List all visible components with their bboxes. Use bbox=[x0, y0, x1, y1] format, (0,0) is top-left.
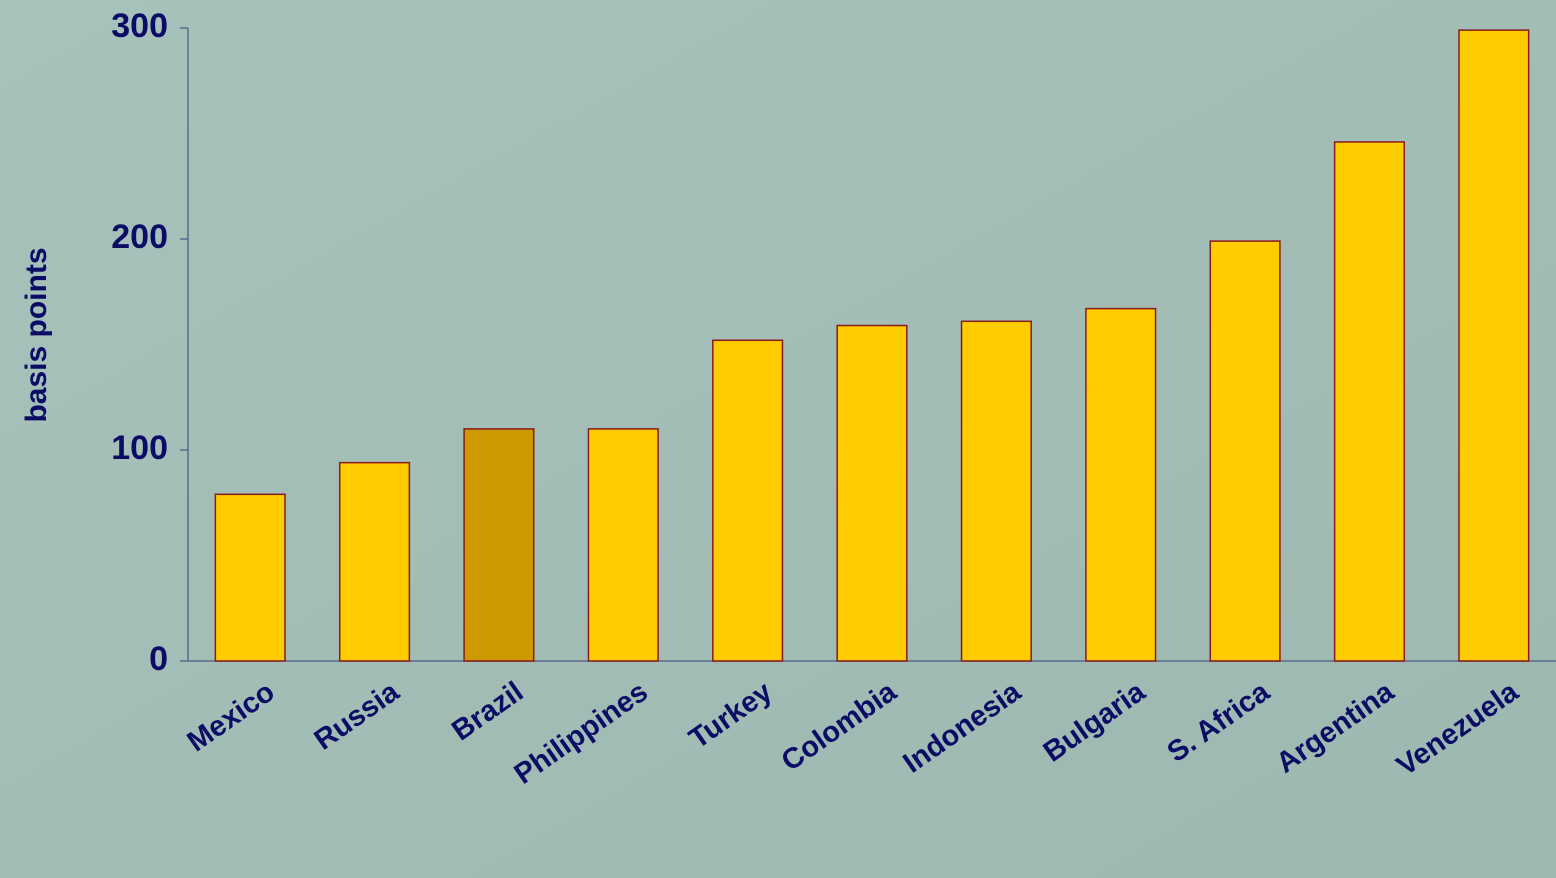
bar bbox=[836, 324, 908, 662]
bar bbox=[587, 428, 659, 662]
bar bbox=[1333, 141, 1406, 662]
bar bbox=[960, 320, 1032, 662]
y-tick-label: 100 bbox=[111, 429, 168, 467]
bar bbox=[712, 339, 784, 662]
y-tick-label: 300 bbox=[111, 7, 168, 45]
y-axis-label: basis points bbox=[20, 247, 53, 422]
bar bbox=[463, 428, 535, 662]
y-tick-label: 0 bbox=[149, 640, 168, 678]
bar bbox=[1085, 307, 1157, 662]
y-tick-label: 200 bbox=[111, 218, 168, 256]
bar bbox=[1458, 29, 1530, 662]
bar bbox=[338, 461, 411, 662]
bar bbox=[214, 493, 286, 662]
bar bbox=[1209, 240, 1281, 662]
